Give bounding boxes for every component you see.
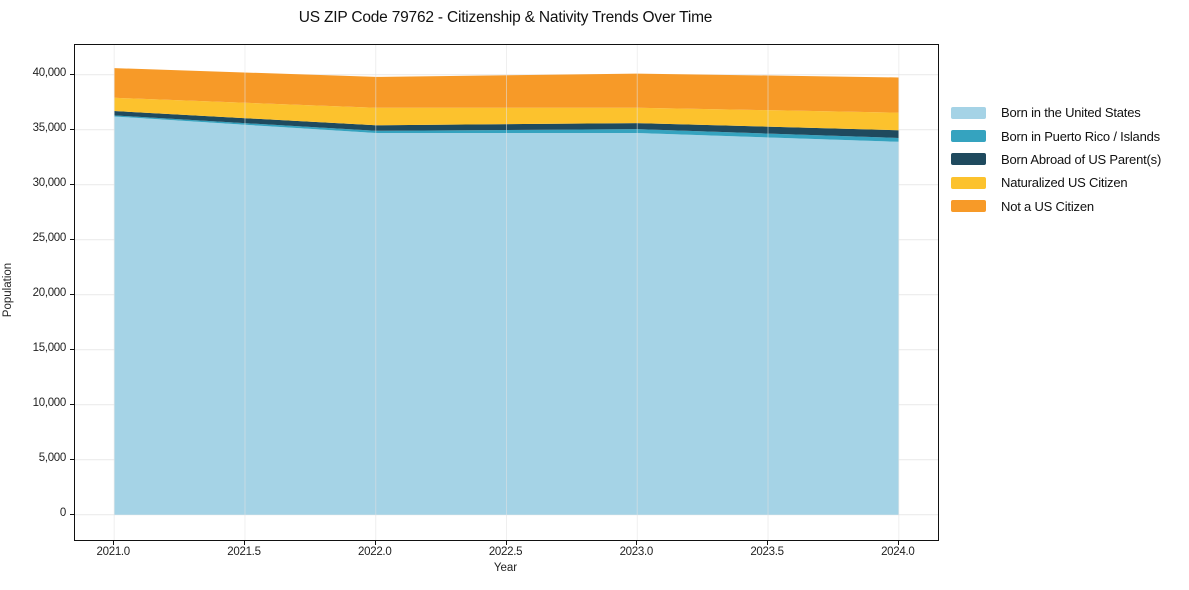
y-tick-mark	[69, 513, 74, 515]
y-tick-mark	[69, 183, 74, 185]
legend-item-born-abroad: Born Abroad of US Parent(s)	[951, 148, 1161, 171]
y-tick-mark	[69, 458, 74, 460]
y-tick-mark	[69, 73, 74, 75]
plot-area	[74, 44, 939, 541]
y-tick-label: 15,000	[32, 341, 67, 354]
legend: Born in the United States Born in Puerto…	[951, 101, 1161, 218]
y-tick-mark	[69, 293, 74, 295]
legend-item-born-in-us: Born in the United States	[951, 101, 1161, 124]
y-tick-mark	[69, 128, 74, 130]
x-tick-mark	[767, 540, 769, 545]
x-tick-label: 2022.5	[488, 546, 523, 558]
stacked-area-plot	[75, 45, 938, 540]
x-tick-label: 2022.0	[358, 546, 392, 558]
y-tick-label: 35,000	[32, 121, 67, 134]
x-tick-label: 2023.5	[750, 546, 784, 558]
legend-label-naturalized: Naturalized US Citizen	[1001, 175, 1128, 191]
y-tick-label: 0	[59, 506, 66, 519]
y-tick-mark	[69, 403, 74, 405]
y-tick-label: 10,000	[32, 396, 67, 409]
legend-label-born-in-us: Born in the United States	[1001, 105, 1141, 121]
y-tick-label: 5,000	[38, 451, 67, 464]
legend-label-not-a-citizen: Not a US Citizen	[1001, 198, 1094, 214]
x-tick-label: 2021.0	[96, 546, 131, 558]
x-tick-label: 2023.0	[619, 546, 654, 558]
legend-item-born-in-puerto-rico: Born in Puerto Rico / Islands	[951, 124, 1161, 147]
x-tick-mark	[374, 540, 376, 545]
y-tick-label: 30,000	[32, 176, 67, 189]
x-tick-mark	[113, 540, 115, 545]
y-tick-label: 40,000	[32, 66, 67, 79]
y-tick-label: 20,000	[32, 286, 67, 299]
legend-swatch-naturalized	[951, 176, 986, 189]
y-tick-label: 25,000	[32, 231, 67, 244]
legend-swatch-not-a-citizen	[951, 200, 986, 213]
y-tick-mark	[69, 238, 74, 240]
x-tick-mark	[897, 540, 899, 545]
x-tick-mark	[243, 540, 246, 545]
x-tick-mark	[505, 540, 507, 545]
legend-swatch-born-abroad	[951, 153, 986, 166]
x-tick-mark	[636, 540, 638, 545]
chart-title: US ZIP Code 79762 - Citizenship & Nativi…	[298, 9, 713, 26]
x-tick-label: 2024.0	[881, 546, 915, 558]
x-tick-label: 2021.5	[227, 546, 261, 558]
legend-item-not-a-citizen: Not a US Citizen	[951, 195, 1161, 218]
legend-swatch-born-in-puerto-rico	[951, 130, 986, 143]
x-axis-label: Year	[493, 562, 518, 574]
y-tick-mark	[69, 348, 74, 350]
legend-label-born-in-puerto-rico: Born in Puerto Rico / Islands	[1001, 128, 1160, 144]
legend-label-born-abroad: Born Abroad of US Parent(s)	[1001, 151, 1162, 167]
y-axis-label: Population	[2, 262, 14, 318]
legend-item-naturalized: Naturalized US Citizen	[951, 171, 1161, 194]
legend-swatch-born-in-us	[951, 106, 986, 119]
